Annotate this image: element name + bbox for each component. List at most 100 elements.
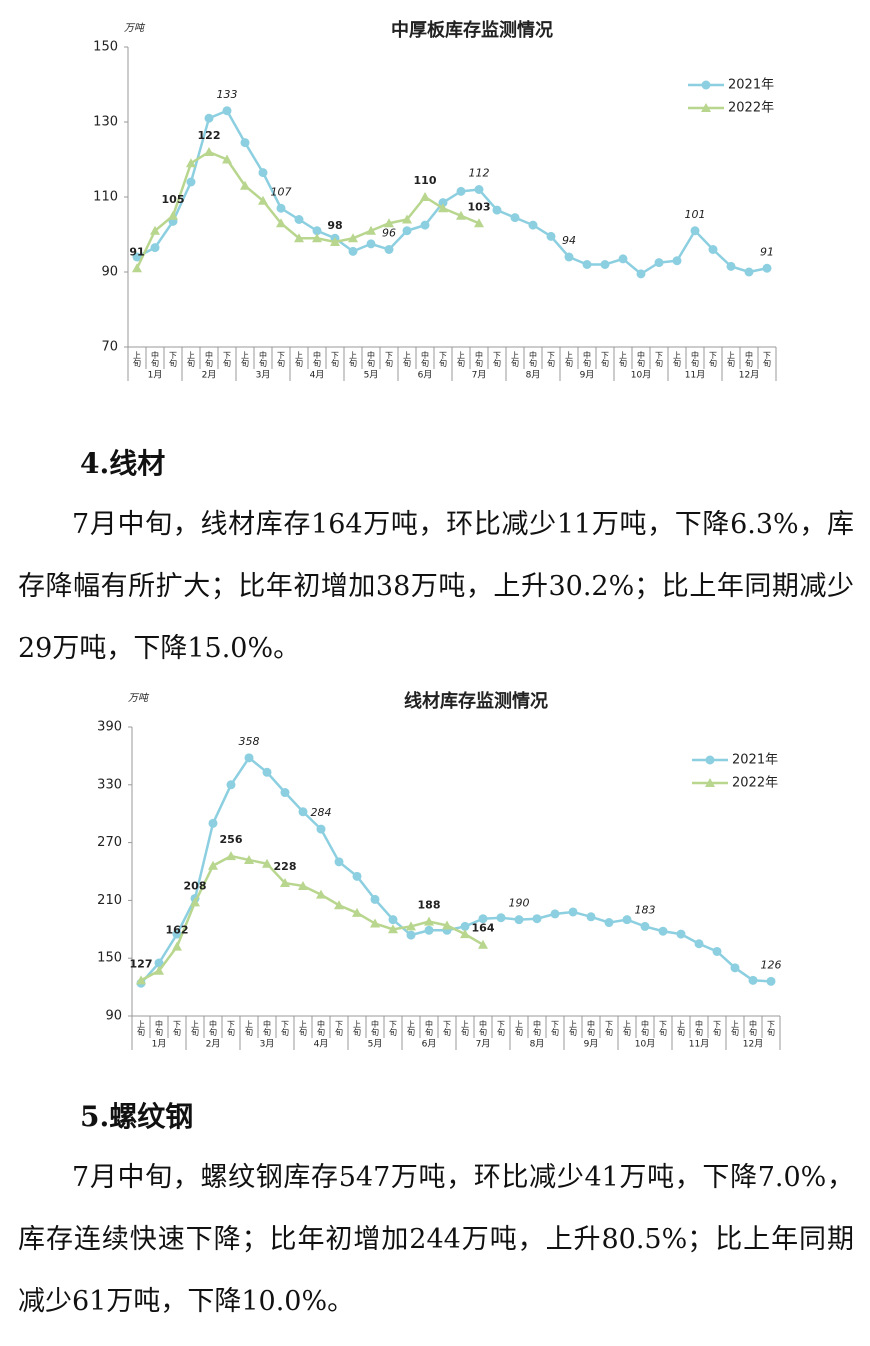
x-tick-label: 下旬 bbox=[659, 1020, 668, 1037]
data-label: 91 bbox=[129, 245, 144, 258]
data-label: 284 bbox=[311, 806, 332, 819]
point-marker bbox=[352, 871, 362, 881]
legend-label: 2022年 bbox=[732, 776, 778, 791]
month-label: 6月 bbox=[422, 1039, 437, 1050]
data-label: 98 bbox=[327, 219, 342, 232]
point-marker bbox=[586, 912, 596, 922]
y-tick-label: 150 bbox=[93, 40, 118, 55]
y-tick-label: 390 bbox=[97, 720, 122, 735]
x-tick-label: 上旬 bbox=[457, 351, 466, 368]
x-tick-label: 下旬 bbox=[655, 351, 664, 368]
point-marker bbox=[744, 267, 754, 277]
x-tick-label: 中旬 bbox=[691, 350, 700, 368]
point-marker bbox=[186, 158, 196, 168]
point-marker bbox=[456, 210, 466, 220]
month-label: 10月 bbox=[635, 1039, 655, 1050]
point-marker bbox=[352, 907, 362, 917]
month-label: 3月 bbox=[260, 1039, 275, 1050]
point-marker bbox=[240, 138, 250, 148]
x-tick-label: 上旬 bbox=[299, 1020, 308, 1037]
month-label: 8月 bbox=[530, 1039, 545, 1050]
x-tick-label: 下旬 bbox=[173, 1020, 182, 1037]
point-marker bbox=[460, 929, 470, 939]
point-marker bbox=[640, 921, 650, 931]
x-tick-label: 上旬 bbox=[407, 1020, 416, 1037]
point-marker bbox=[316, 889, 326, 899]
point-marker bbox=[676, 929, 686, 939]
point-marker bbox=[730, 963, 740, 973]
point-marker bbox=[658, 926, 668, 936]
point-marker bbox=[420, 220, 430, 230]
x-tick-label: 中旬 bbox=[695, 1019, 704, 1037]
point-marker bbox=[478, 939, 488, 949]
x-tick-label: 上旬 bbox=[461, 1020, 470, 1037]
point-marker bbox=[348, 246, 358, 256]
point-marker bbox=[618, 254, 628, 264]
point-marker bbox=[208, 818, 218, 828]
point-marker bbox=[276, 203, 286, 213]
month-label: 2月 bbox=[202, 370, 217, 381]
x-tick-label: 中旬 bbox=[583, 350, 592, 368]
x-tick-label: 中旬 bbox=[745, 350, 754, 368]
month-label: 1月 bbox=[148, 370, 163, 381]
point-marker bbox=[366, 225, 376, 235]
data-label: 190 bbox=[509, 897, 530, 910]
point-marker bbox=[442, 920, 452, 930]
point-marker bbox=[406, 930, 416, 940]
point-marker bbox=[762, 263, 772, 273]
series-line bbox=[135, 150, 480, 269]
point-marker bbox=[492, 205, 502, 215]
data-label: 358 bbox=[239, 735, 260, 748]
x-tick-label: 下旬 bbox=[551, 1020, 560, 1037]
legend-label: 2021年 bbox=[728, 78, 774, 93]
point-marker bbox=[262, 767, 272, 777]
point-marker bbox=[388, 924, 398, 934]
x-tick-label: 下旬 bbox=[281, 1020, 290, 1037]
point-marker bbox=[424, 925, 434, 935]
point-marker bbox=[582, 260, 592, 269]
x-tick-label: 中旬 bbox=[313, 350, 322, 368]
data-label: 183 bbox=[635, 903, 656, 916]
x-tick-label: 下旬 bbox=[493, 351, 502, 368]
point-marker bbox=[438, 203, 448, 213]
point-marker bbox=[438, 198, 448, 208]
point-marker bbox=[258, 168, 268, 178]
legend-marker bbox=[701, 80, 711, 90]
x-tick-label: 下旬 bbox=[763, 351, 772, 368]
point-marker bbox=[384, 218, 394, 228]
x-tick-label: 下旬 bbox=[767, 1020, 776, 1037]
point-marker bbox=[204, 113, 214, 123]
month-label: 7月 bbox=[472, 370, 487, 381]
x-tick-label: 中旬 bbox=[205, 350, 214, 368]
point-marker bbox=[190, 897, 200, 907]
x-tick-label: 下旬 bbox=[277, 351, 286, 368]
point-marker bbox=[694, 939, 704, 949]
chart-title: 中厚板库存监测情况 bbox=[391, 19, 553, 41]
point-marker bbox=[424, 916, 434, 926]
x-tick-label: 上旬 bbox=[677, 1020, 686, 1037]
month-label: 1月 bbox=[152, 1039, 167, 1050]
point-marker bbox=[402, 214, 412, 224]
point-marker bbox=[136, 975, 146, 985]
point-marker bbox=[222, 154, 232, 164]
point-marker bbox=[514, 915, 524, 925]
point-marker bbox=[672, 256, 682, 266]
point-marker bbox=[604, 918, 614, 928]
data-label: 127 bbox=[130, 957, 153, 970]
point-marker bbox=[474, 218, 484, 228]
point-marker bbox=[712, 946, 722, 956]
x-tick-label: 中旬 bbox=[479, 1019, 488, 1037]
x-tick-label: 上旬 bbox=[623, 1020, 632, 1037]
data-label: 122 bbox=[198, 129, 221, 142]
data-label: 133 bbox=[217, 88, 238, 101]
y-tick-label: 210 bbox=[97, 893, 122, 908]
data-label: 105 bbox=[162, 193, 185, 206]
x-tick-label: 中旬 bbox=[641, 1019, 650, 1037]
x-tick-label: 上旬 bbox=[727, 351, 736, 368]
x-tick-label: 中旬 bbox=[263, 1019, 272, 1037]
x-tick-label: 中旬 bbox=[587, 1019, 596, 1037]
y-tick-label: 70 bbox=[101, 340, 118, 355]
point-marker bbox=[132, 263, 142, 273]
x-tick-label: 下旬 bbox=[335, 1020, 344, 1037]
